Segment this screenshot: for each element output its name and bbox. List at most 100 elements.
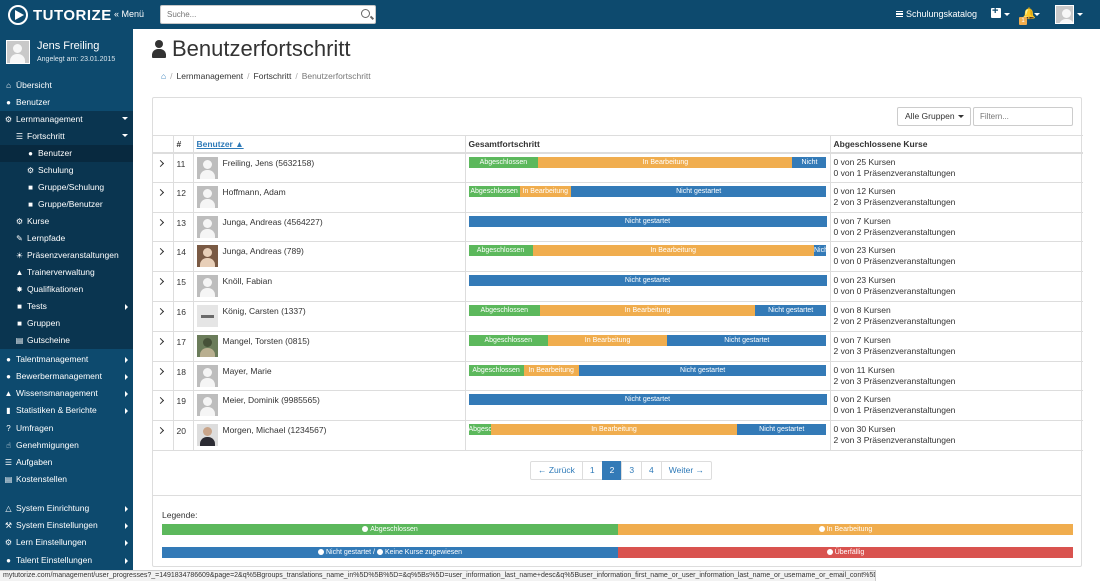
sidebar-item-qualifikationen[interactable]: ✸ Qualifikationen (0, 281, 133, 298)
sidebar-item-fortschritt[interactable]: ☰ Fortschritt (0, 128, 133, 145)
sidebar-item-tests[interactable]: ■ Tests (0, 298, 133, 315)
chevron-right-icon[interactable] (156, 427, 165, 435)
expand-cell[interactable] (153, 420, 173, 451)
user-name[interactable]: Mayer, Marie (222, 365, 272, 376)
chevron-down-icon[interactable] (1077, 13, 1083, 16)
sort-by-name-link[interactable]: Benutzer ▲ (196, 138, 244, 149)
expand-cell[interactable] (153, 152, 173, 183)
chevron-right-icon[interactable] (156, 397, 165, 405)
search-input[interactable] (161, 6, 351, 23)
row-number: 15 (176, 277, 186, 288)
progress-bar: Abgeschlossen In Bearbeitung Nicht gestart… (468, 185, 827, 197)
expand-cell[interactable] (153, 241, 173, 273)
groups-dropdown[interactable]: Alle Gruppen (897, 107, 971, 126)
user-name[interactable]: Meier, Dominik (9985565) (222, 395, 320, 406)
sidebar-item-fortschritt-benutzer[interactable]: ● Benutzer (0, 145, 133, 162)
table-row[interactable]: 14 Junga, Andreas (789) Abgeschlossen In Be… (153, 241, 1083, 273)
sidebar-item-talentmanagement[interactable]: ● Talentmanagement (0, 351, 133, 368)
sidebar-item-bewerbermanagement[interactable]: ● Bewerbermanagement (0, 368, 133, 385)
breadcrumb-lernmanagement[interactable]: Lernmanagement (176, 71, 244, 81)
sidebar-item-genehmigungen[interactable]: ☝ Genehmigungen (0, 437, 133, 454)
table-row[interactable]: 12 Hoffmann, Adam Abgeschlossen In Bearbeit… (153, 182, 1083, 213)
user-name[interactable]: Knöll, Fabian (222, 276, 273, 287)
home-icon[interactable]: ⌂ (161, 71, 167, 81)
expand-cell[interactable] (153, 301, 173, 332)
sidebar-item-lernmanagement[interactable]: ⚙ Lernmanagement (0, 111, 133, 128)
table-row[interactable]: 13 Junga, Andreas (4564227) Nicht gestarte… (153, 212, 1083, 243)
logo[interactable]: TUTORIZE (8, 4, 112, 26)
sidebar-item-wissensmanagement[interactable]: ▲ Wissensmanagement (0, 385, 133, 402)
expand-cell[interactable] (153, 271, 173, 302)
filter-input[interactable] (973, 107, 1073, 126)
breadcrumb-fortschritt[interactable]: Fortschritt (253, 71, 292, 81)
sidebar-item-schulung[interactable]: ⚙ Schulung (0, 162, 133, 179)
page-3-button[interactable]: 3 (621, 461, 643, 480)
sidebar-item-gruppe-schulung[interactable]: ■ Gruppe/Schulung (0, 179, 133, 196)
avatar[interactable] (1055, 5, 1074, 24)
sidebar-item-trainerverwaltung[interactable]: ▲ Trainerverwaltung (0, 264, 133, 281)
table-row[interactable]: 16 König, Carsten (1337) Abgeschlossen In B… (153, 301, 1083, 332)
user-name[interactable]: Morgen, Michael (1234567) (222, 425, 327, 436)
chevron-right-icon[interactable] (156, 278, 165, 286)
page-4-button[interactable]: 4 (641, 461, 662, 480)
sidebar-item-praesenzveranstaltungen[interactable]: ☀ Präsenzveranstaltungen (0, 247, 133, 264)
expand-cell[interactable] (153, 212, 173, 243)
table-row[interactable]: 20 Morgen, Michael (1234567) Abgesc In Bear… (153, 420, 1083, 451)
sidebar-item-kurse[interactable]: ⚙ Kurse (0, 213, 133, 230)
page-2-button[interactable]: 2 (601, 461, 623, 480)
sidebar-item-gruppe-benutzer[interactable]: ■ Gruppe/Benutzer (0, 196, 133, 213)
user-name[interactable]: Junga, Andreas (789) (222, 246, 304, 257)
sidebar-item-lern-einstellungen[interactable]: ⚙ Lern Einstellungen (0, 534, 133, 551)
user-name[interactable]: Freiling, Jens (5632158) (222, 157, 315, 168)
table-row[interactable]: 15 Knöll, Fabian Nicht gestartet 0 von 23 K… (153, 271, 1083, 302)
catalog-link[interactable]: Schulungskatalog (896, 9, 977, 19)
user-name[interactable]: Jens Freiling (37, 40, 100, 52)
sidebar-item-benutzer[interactable]: ● Benutzer (0, 94, 133, 111)
user-photo (196, 245, 218, 268)
col-name[interactable]: Benutzer ▲ (192, 135, 465, 154)
sidebar-item-lernpfade[interactable]: ✎ Lernpfade (0, 230, 133, 247)
chevron-right-icon[interactable] (156, 218, 165, 226)
courses-cell: 0 von 11 Kursen 2 von 3 Präsenzveranstalt… (829, 361, 1083, 392)
sidebar-item-system-einrichtung[interactable]: △ System Einrichtung (0, 500, 133, 517)
expand-cell[interactable] (153, 390, 173, 422)
expand-cell[interactable] (153, 361, 173, 392)
sidebar-item-kostenstellen[interactable]: ▤ Kostenstellen (0, 471, 133, 488)
presence-icon: ☀ (15, 251, 24, 260)
thumbs-up-icon: ☝ (6, 441, 11, 450)
sidebar-item-uebersicht[interactable]: ⌂ Übersicht (0, 77, 133, 94)
sidebar-item-gutscheine[interactable]: ▤ Gutscheine (0, 332, 133, 349)
user-name[interactable]: Mangel, Torsten (0815) (222, 335, 310, 346)
user-avatar[interactable] (6, 40, 30, 64)
user-name[interactable]: Junga, Andreas (4564227) (222, 216, 323, 227)
user-name[interactable]: Hoffmann, Adam (222, 186, 286, 197)
sidebar-item-statistiken[interactable]: ▮ Statistiken & Berichte (0, 402, 133, 419)
chevron-right-icon[interactable] (156, 367, 165, 375)
table-row[interactable]: 17 Mangel, Torsten (0815) Abgeschlossen In … (153, 331, 1083, 362)
add-icon[interactable] (991, 5, 1001, 18)
chevron-right-icon[interactable] (156, 159, 165, 167)
chevron-down-icon[interactable] (1004, 13, 1010, 16)
table-row[interactable]: 11 Freiling, Jens (5632158) Abgeschlossen I… (153, 152, 1083, 183)
next-page-button[interactable]: Weiter → (660, 461, 713, 480)
chevron-right-icon[interactable] (156, 337, 165, 345)
expand-cell[interactable] (153, 182, 173, 213)
table-row[interactable]: 18 Mayer, Marie Abgeschlossen In Bearbeitun… (153, 361, 1083, 392)
sidebar-item-talent-einstellungen[interactable]: ● Talent Einstellungen (0, 552, 133, 569)
sidebar-item-system-einstellungen[interactable]: ⚒ System Einstellungen (0, 517, 133, 534)
chevron-right-icon[interactable] (156, 188, 165, 196)
prev-page-button[interactable]: ← Zurück (530, 461, 583, 480)
search-icon[interactable] (361, 9, 370, 18)
expand-cell[interactable] (153, 331, 173, 362)
table-row[interactable]: 19 Meier, Dominik (9985565) Nicht gestarte… (153, 390, 1083, 422)
menu-toggle-button[interactable]: « Menü (114, 9, 145, 19)
page-1-button[interactable]: 1 (581, 461, 603, 480)
sidebar-item-gruppen[interactable]: ■ Gruppen (0, 315, 133, 332)
sidebar-item-umfragen[interactable]: ? Umfragen (0, 420, 133, 437)
chevron-right-icon[interactable] (156, 307, 165, 316)
sidebar-item-aufgaben[interactable]: ☰ Aufgaben (0, 454, 133, 471)
chevron-down-icon[interactable] (1034, 13, 1040, 16)
chevron-right-icon[interactable] (156, 248, 165, 256)
user-name[interactable]: König, Carsten (1337) (222, 305, 306, 316)
